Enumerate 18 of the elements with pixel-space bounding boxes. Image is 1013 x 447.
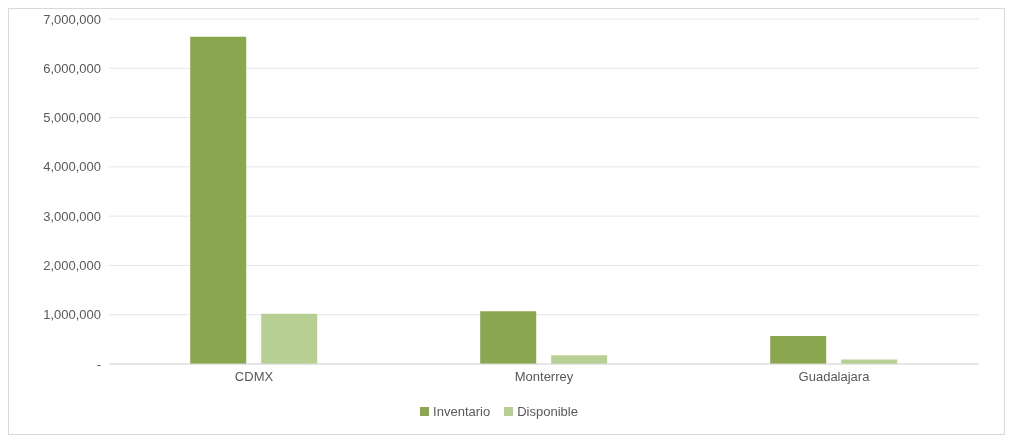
bar	[770, 335, 827, 364]
y-tick-label: -	[96, 356, 101, 372]
y-tick-label: 3,000,000	[43, 208, 101, 224]
legend-label: Disponible	[517, 404, 578, 419]
bar	[261, 313, 318, 364]
bar	[551, 355, 608, 364]
x-tick-label: Monterrey	[514, 369, 574, 385]
bar	[480, 311, 537, 364]
y-tick-label: 6,000,000	[43, 60, 101, 76]
legend-label: Inventario	[433, 404, 491, 419]
y-tick-label: 4,000,000	[43, 159, 101, 175]
bar	[190, 36, 247, 364]
x-tick-label: CDMX	[234, 369, 274, 385]
y-tick-label: 5,000,000	[43, 110, 101, 126]
y-tick-label: 7,000,000	[43, 11, 101, 27]
y-tick-label: 2,000,000	[43, 258, 101, 274]
y-tick-label: 1,000,000	[43, 307, 101, 323]
x-tick-label: Guadalajara	[798, 369, 871, 385]
